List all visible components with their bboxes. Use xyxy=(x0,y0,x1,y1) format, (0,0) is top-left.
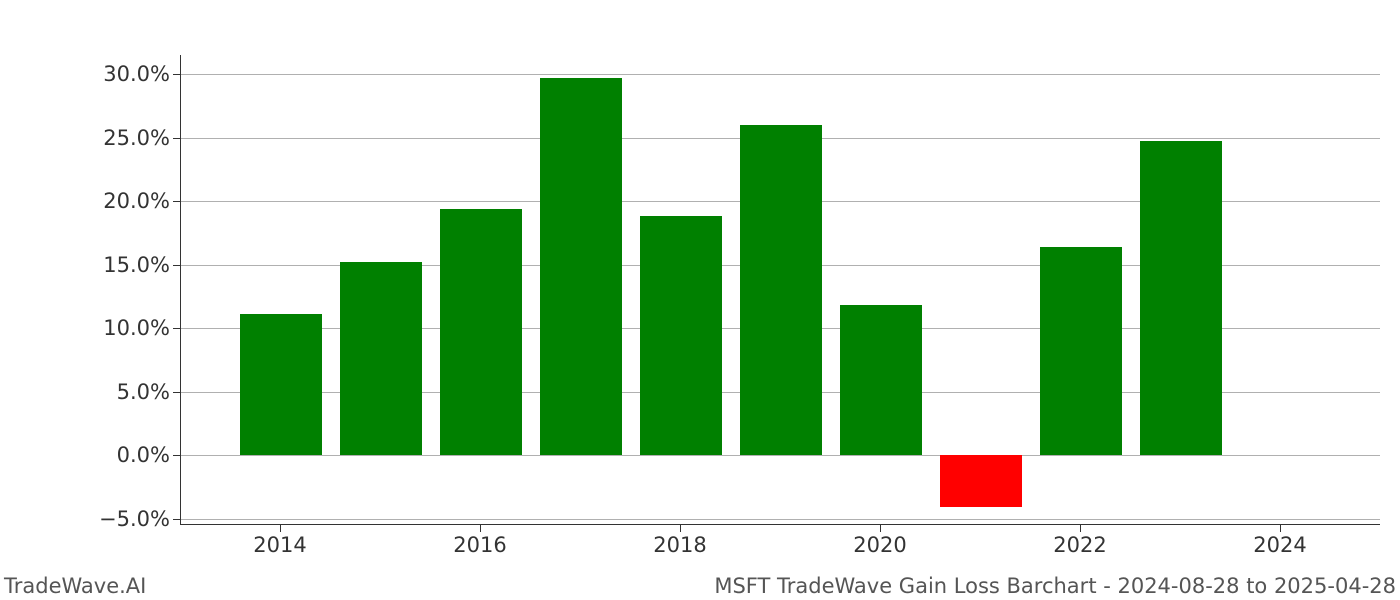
x-tick-mark xyxy=(480,525,481,532)
x-tick-mark xyxy=(1280,525,1281,532)
bar xyxy=(840,305,922,455)
y-tick-label: 0.0% xyxy=(117,443,170,467)
y-tick-mark xyxy=(173,328,180,329)
y-tick-mark xyxy=(173,201,180,202)
bar xyxy=(340,262,422,455)
x-tick-label: 2022 xyxy=(1053,533,1106,557)
y-tick-label: 10.0% xyxy=(103,316,170,340)
y-tick-label: 20.0% xyxy=(103,189,170,213)
y-tick-label: 15.0% xyxy=(103,253,170,277)
bar xyxy=(940,455,1022,507)
x-tick-mark xyxy=(880,525,881,532)
y-tick-mark xyxy=(173,138,180,139)
y-tick-label: 5.0% xyxy=(117,380,170,404)
y-tick-label: −5.0% xyxy=(99,507,170,531)
y-tick-mark xyxy=(173,265,180,266)
x-tick-mark xyxy=(280,525,281,532)
plot-area xyxy=(180,55,1380,525)
bar xyxy=(740,125,822,455)
x-tick-mark xyxy=(680,525,681,532)
x-tick-label: 2016 xyxy=(453,533,506,557)
x-tick-mark xyxy=(1080,525,1081,532)
y-gridline xyxy=(181,74,1380,75)
bar xyxy=(440,209,522,455)
chart-container: −5.0% 0.0% 5.0% 10.0% 15.0% 20.0% 25.0% 30.0% 2… xyxy=(0,0,1400,600)
bar xyxy=(1040,247,1122,455)
y-tick-label: 30.0% xyxy=(103,62,170,86)
footer-left-label: TradeWave.AI xyxy=(4,574,146,598)
bar xyxy=(1140,141,1222,455)
y-tick-mark xyxy=(173,74,180,75)
y-gridline xyxy=(181,519,1380,520)
y-tick-mark xyxy=(173,455,180,456)
bar xyxy=(640,216,722,455)
y-tick-mark xyxy=(173,392,180,393)
x-tick-label: 2024 xyxy=(1253,533,1306,557)
y-tick-mark xyxy=(173,519,180,520)
bar xyxy=(540,78,622,455)
footer-right-label: MSFT TradeWave Gain Loss Barchart - 2024… xyxy=(714,574,1396,598)
x-tick-label: 2018 xyxy=(653,533,706,557)
bar xyxy=(240,314,322,455)
y-tick-label: 25.0% xyxy=(103,126,170,150)
x-tick-label: 2014 xyxy=(253,533,306,557)
x-tick-label: 2020 xyxy=(853,533,906,557)
y-gridline xyxy=(181,455,1380,456)
